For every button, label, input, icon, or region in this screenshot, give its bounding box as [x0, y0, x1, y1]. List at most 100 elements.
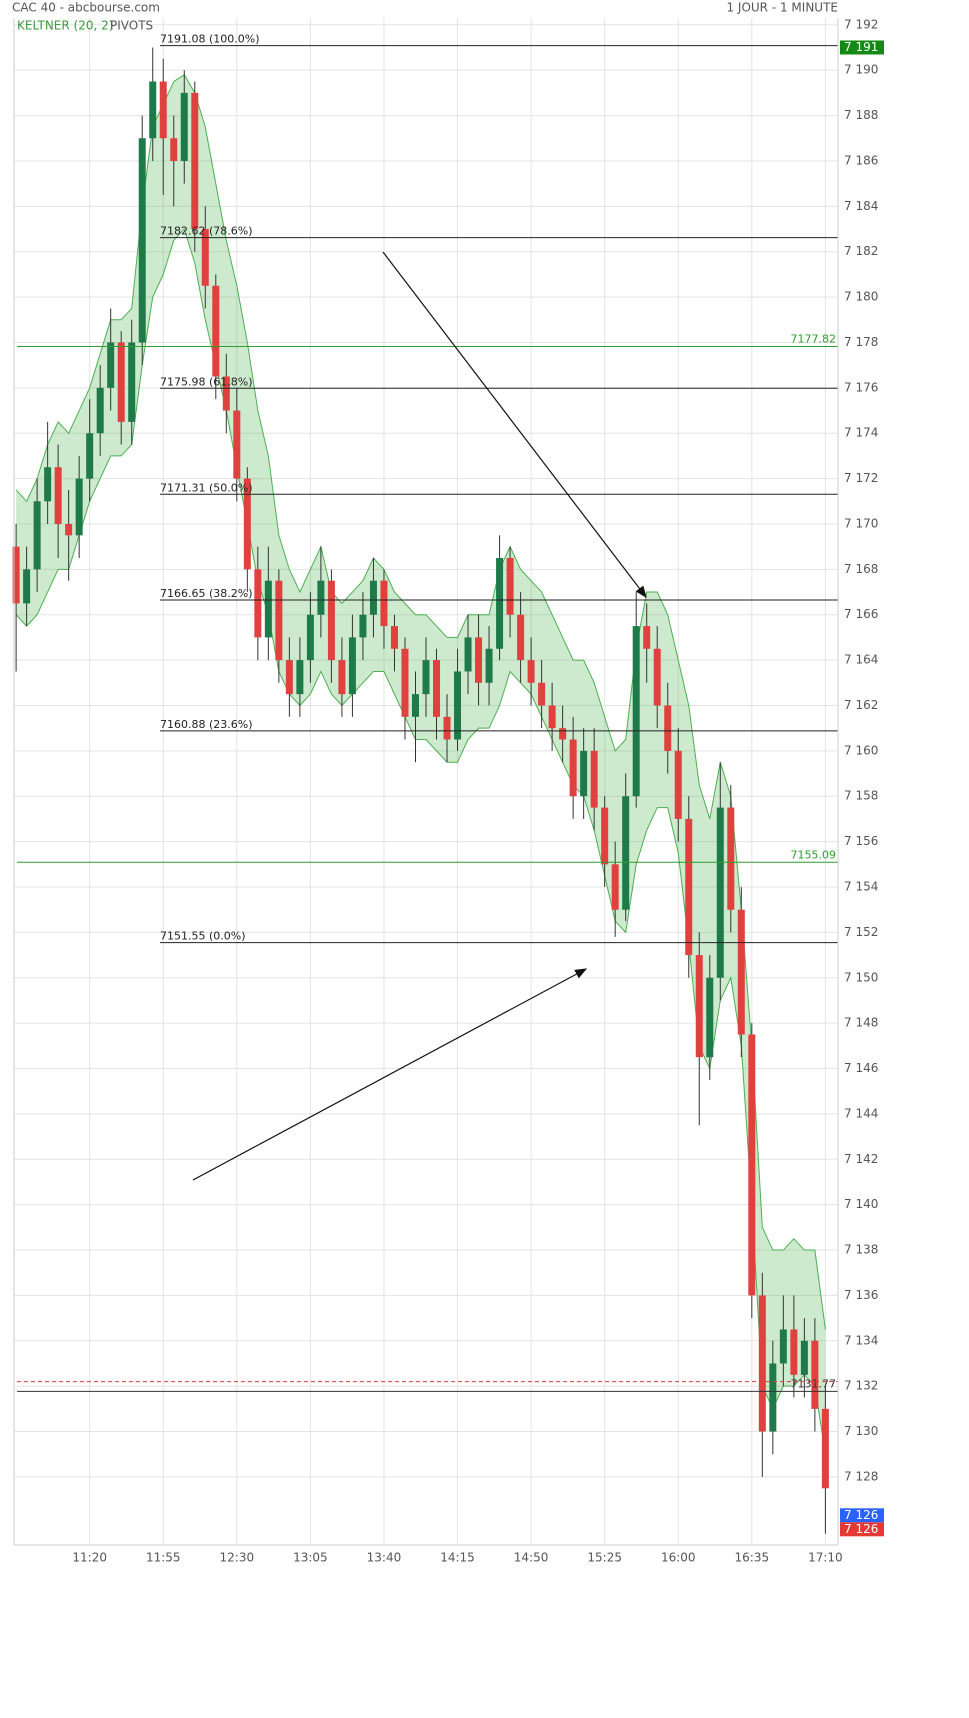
candle-body [411, 694, 419, 717]
candle-body [138, 138, 146, 343]
candle-body [390, 626, 398, 649]
x-tick-label: 16:35 [735, 1551, 770, 1565]
candle-body [464, 637, 472, 672]
candle-body [54, 467, 62, 524]
fib-label: 7166.65 (38.2%) [160, 587, 253, 600]
y-tick-label: 7 192 [844, 17, 878, 31]
candle-body [317, 580, 325, 615]
y-tick-label: 7 172 [844, 471, 878, 485]
y-tick-label: 7 132 [844, 1379, 878, 1393]
candle-body [128, 342, 136, 422]
candle-body [443, 716, 451, 740]
y-tick-label: 7 134 [844, 1333, 878, 1347]
x-tick-label: 12:30 [220, 1551, 255, 1565]
candle-body [296, 660, 304, 695]
candle-body [769, 1363, 777, 1432]
candle-body [401, 648, 409, 717]
candle-body [44, 467, 52, 502]
candle-body [674, 750, 682, 819]
candle-body [811, 1340, 819, 1409]
pivot-label: 7155.09 [791, 848, 837, 861]
band-upper [15, 74, 826, 1330]
candle-body [559, 728, 567, 740]
candle-body [23, 569, 31, 604]
candle-body [359, 614, 367, 638]
candle-body [191, 92, 199, 230]
chart-title: CAC 40 - abcbourse.com [12, 1, 160, 15]
level-layer: 7191.08 (100.0%) 7182.62 (78.6%) 7175.98 (… [17, 33, 838, 1392]
candle-body [601, 807, 609, 865]
candle-body [548, 705, 556, 729]
x-tick-label: 13:05 [293, 1551, 328, 1565]
candle-body [433, 660, 441, 717]
candle-body [685, 818, 693, 956]
candle-body [243, 478, 251, 570]
candle-body [475, 637, 483, 683]
y-tick-label: 7 144 [844, 1106, 878, 1120]
price-tag [840, 1522, 884, 1537]
candle-body [527, 660, 535, 683]
y-tick-label: 7 188 [844, 108, 878, 122]
candle-body [632, 626, 640, 797]
candle-body [86, 433, 94, 479]
candle-body [65, 523, 73, 536]
y-tick-label: 7 152 [844, 925, 878, 939]
band-fill [16, 74, 826, 1455]
y-tick-label: 7 166 [844, 607, 878, 621]
y-tick-label: 7 178 [844, 335, 878, 349]
x-tick-label: 17:10 [808, 1551, 843, 1565]
legend-entry: KELTNER (20, 2) [17, 19, 113, 33]
fib-label: 7175.98 (61.8%) [160, 375, 253, 388]
candle-body [727, 807, 735, 910]
y-tick-label: 7 168 [844, 562, 878, 576]
candle-body [201, 229, 209, 286]
band-layer [15, 74, 826, 1455]
chart-subtitle: 1 JOUR - 1 MINUTE [726, 1, 838, 15]
y-tick-label: 7 176 [844, 380, 878, 394]
candle-body [75, 478, 83, 536]
y-tick-label: 7 174 [844, 426, 878, 440]
candle-body [454, 671, 462, 740]
pivot-label: 7131.77 [791, 1377, 837, 1390]
price-tag-label: 7 191 [844, 40, 878, 54]
candle-body [800, 1340, 808, 1375]
x-tick-label: 13:40 [367, 1551, 402, 1565]
candle-body [485, 648, 493, 683]
pivot-label: 7177.82 [791, 333, 837, 346]
candle-body [12, 546, 20, 604]
candle-body [117, 342, 125, 422]
candle-body [716, 807, 724, 978]
candle-body [159, 81, 167, 139]
candle-body [643, 626, 651, 649]
candle-body [149, 81, 157, 139]
candle-body [517, 614, 525, 661]
price-tag-label: 7 126 [844, 1522, 878, 1536]
x-tick-label: 14:50 [514, 1551, 549, 1565]
y-tick-label: 7 182 [844, 244, 878, 258]
candle-body [821, 1408, 829, 1489]
x-tick-label: 15:25 [587, 1551, 622, 1565]
x-tick-label: 11:20 [72, 1551, 107, 1565]
candle-body [496, 558, 504, 649]
candle-body [748, 1034, 756, 1296]
candle-body [622, 796, 630, 910]
fib-label: 7151.55 (0.0%) [160, 930, 246, 943]
y-tick-label: 7 148 [844, 1016, 878, 1030]
candle-body [758, 1295, 766, 1432]
candle-body [653, 648, 661, 706]
candle-body [380, 580, 388, 627]
candle-body [306, 614, 314, 661]
y-tick-label: 7 170 [844, 516, 878, 530]
candle-body [590, 750, 598, 808]
y-tick-label: 7 140 [844, 1197, 878, 1211]
axis-layer: 7 128 7 130 7 132 7 134 7 136 7 138 7 140 7 142… [72, 17, 884, 1565]
y-tick-label: 7 184 [844, 199, 878, 213]
candle-body [706, 977, 714, 1058]
fib-label: 7191.08 (100.0%) [160, 33, 260, 46]
y-tick-label: 7 156 [844, 834, 878, 848]
candle-body [664, 705, 672, 751]
candle-body [33, 501, 41, 570]
price-tag-label: 7 126 [844, 1508, 878, 1522]
x-tick-label: 11:55 [146, 1551, 181, 1565]
y-tick-label: 7 160 [844, 743, 878, 757]
